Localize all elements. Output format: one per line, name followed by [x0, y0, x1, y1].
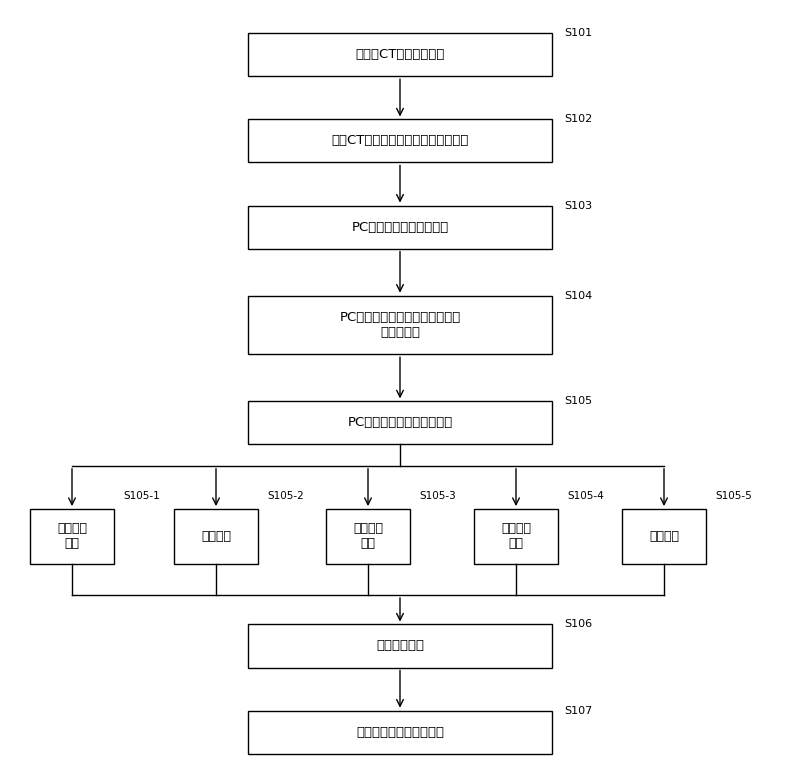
Text: S105-3: S105-3: [420, 491, 456, 501]
Text: S105-1: S105-1: [123, 491, 160, 501]
Text: S107: S107: [564, 705, 592, 716]
FancyBboxPatch shape: [248, 119, 552, 162]
Text: 将待测CT置于检定台面: 将待测CT置于检定台面: [355, 49, 445, 61]
Text: S104: S104: [564, 290, 592, 301]
Text: PC机控制检定装置进行检定: PC机控制检定装置进行检定: [347, 417, 453, 429]
FancyBboxPatch shape: [622, 509, 706, 564]
Text: 基本误差
试验: 基本误差 试验: [353, 522, 383, 550]
FancyBboxPatch shape: [474, 509, 558, 564]
FancyBboxPatch shape: [248, 625, 552, 667]
Text: 极性检查
试验: 极性检查 试验: [57, 522, 87, 550]
Text: S101: S101: [564, 28, 592, 38]
FancyBboxPatch shape: [248, 33, 552, 76]
Text: 工频耐压
试验: 工频耐压 试验: [501, 522, 531, 550]
FancyBboxPatch shape: [174, 509, 258, 564]
Text: S102: S102: [564, 114, 592, 124]
Text: 阻抗试验: 阻抗试验: [649, 530, 679, 543]
Text: 退磁试验: 退磁试验: [201, 530, 231, 543]
Text: 获取试验结果: 获取试验结果: [376, 640, 424, 652]
Text: S105-4: S105-4: [568, 491, 604, 501]
FancyBboxPatch shape: [248, 205, 552, 248]
Text: 按照CT变比完成一次接线，二次接线: 按照CT变比完成一次接线，二次接线: [331, 135, 469, 147]
Text: 上传检定结果至营销系统: 上传检定结果至营销系统: [356, 726, 444, 738]
Text: PC机设置互感器检定方案: PC机设置互感器检定方案: [351, 221, 449, 233]
FancyBboxPatch shape: [326, 509, 410, 564]
FancyBboxPatch shape: [248, 401, 552, 445]
Text: S103: S103: [564, 200, 592, 211]
Text: S105-2: S105-2: [267, 491, 304, 501]
Text: PC机从营销系统下载互感器信息
和检定参数: PC机从营销系统下载互感器信息 和检定参数: [339, 311, 461, 339]
Text: S105-5: S105-5: [716, 491, 752, 501]
FancyBboxPatch shape: [30, 509, 114, 564]
FancyBboxPatch shape: [248, 711, 552, 753]
Text: S105: S105: [564, 396, 592, 406]
FancyBboxPatch shape: [248, 296, 552, 354]
Text: S106: S106: [564, 619, 592, 630]
